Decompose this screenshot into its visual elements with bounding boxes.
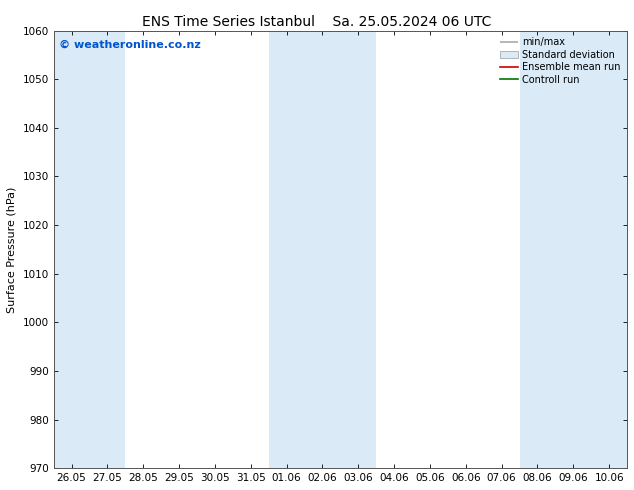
Bar (519, 30, 627, 468)
Text: © weatheronline.co.nz: © weatheronline.co.nz (60, 39, 201, 49)
Y-axis label: Surface Pressure (hPa): Surface Pressure (hPa) (7, 186, 17, 313)
Legend: min/max, Standard deviation, Ensemble mean run, Controll run: min/max, Standard deviation, Ensemble me… (498, 35, 622, 87)
Bar (269, 30, 376, 468)
Bar (54, 30, 126, 468)
Text: ENS Time Series Istanbul    Sa. 25.05.2024 06 UTC: ENS Time Series Istanbul Sa. 25.05.2024 … (142, 15, 492, 29)
